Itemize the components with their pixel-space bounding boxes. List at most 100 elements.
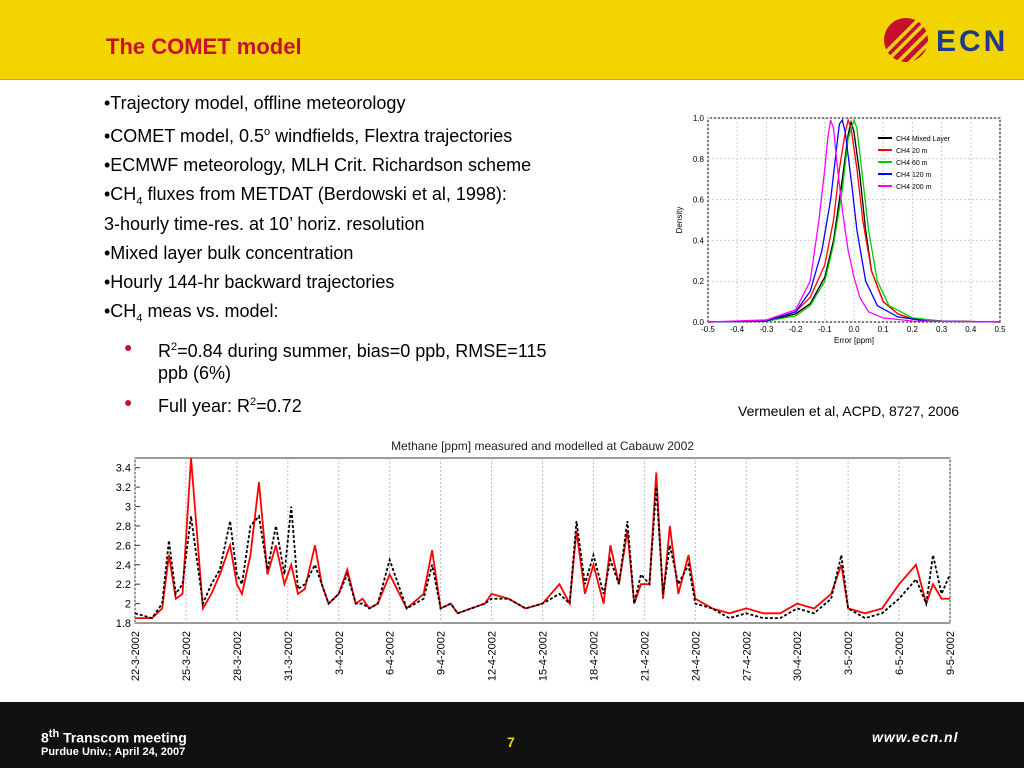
bullet-list: •Trajectory model, offline meteorology •… — [104, 92, 664, 424]
x-tick-label: 9-4-2002 — [436, 631, 448, 675]
x-tick-label: 0.0 — [848, 325, 860, 334]
y-tick-label: 0.0 — [693, 318, 705, 327]
footer-place-date: Purdue Univ.; April 24, 2007 — [41, 746, 186, 758]
density-series-line — [707, 118, 1001, 323]
slide-footer: 8th Transcom meeting Purdue Univ.; April… — [0, 702, 1024, 768]
footer-meeting-text: Transcom meeting — [59, 729, 187, 746]
x-tick-label: 21-4-2002 — [639, 631, 651, 681]
x-tick-label: 0.4 — [965, 325, 977, 334]
y-tick-label: 2 — [125, 599, 131, 611]
sub-bullet-item: ● Full year: R2=0.72 — [104, 391, 664, 417]
slide-title: The COMET model — [106, 34, 302, 59]
x-tick-label: -0.5 — [701, 325, 715, 334]
bullet-text: •Trajectory model, offline meteorology — [104, 93, 406, 113]
legend-label: CH4 20 m — [896, 148, 928, 155]
y-tick-label: 2.2 — [116, 579, 131, 591]
x-tick-label: 0.2 — [907, 325, 919, 334]
bullet-item: •CH4 fluxes from METDAT (Berdowski et al… — [104, 183, 664, 235]
bullet-text-line2: 3-hourly time-res. at 10’ horiz. resolut… — [104, 213, 425, 234]
bullet-text-cont: windfields, Flextra trajectories — [270, 126, 513, 146]
reference-citation: Vermeulen et al, ACPD, 8727, 2006 — [738, 403, 960, 419]
x-tick-label: 30-4-2002 — [792, 631, 804, 681]
y-tick-label: 2.4 — [116, 560, 131, 572]
y-tick-label: 3 — [125, 502, 131, 514]
density-series-line — [707, 119, 1001, 323]
x-tick-label: -0.3 — [760, 325, 774, 334]
y-axis-label: Density — [675, 207, 684, 234]
x-tick-label: 3-5-2002 — [843, 631, 855, 675]
x-tick-label: -0.1 — [818, 325, 832, 334]
footer-meeting: 8th Transcom meeting — [41, 728, 187, 746]
legend-label: CH4 120 m — [896, 172, 932, 179]
density-series-line — [707, 118, 1001, 323]
x-tick-label: 12-4-2002 — [487, 631, 499, 681]
chart-title: Methane [ppm] measured and modelled at C… — [391, 439, 694, 453]
legend-label: CH4 Mixed Layer — [896, 136, 951, 143]
legend-label: CH4 200 m — [896, 184, 932, 191]
bullet-text: •CH — [104, 300, 137, 321]
y-tick-label: 0.6 — [693, 196, 705, 205]
bullet-text-cont: fluxes from METDAT (Berdowski et al, 199… — [142, 184, 507, 204]
x-tick-label: 22-3-2002 — [130, 631, 142, 681]
x-tick-label: 28-3-2002 — [232, 631, 244, 681]
bullet-text-cont: meas vs. model: — [142, 300, 279, 321]
bullet-item: •COMET model, 0.5o windfields, Flextra t… — [104, 121, 664, 147]
x-tick-label: 24-4-2002 — [690, 631, 702, 681]
x-tick-label: 18-4-2002 — [588, 631, 600, 681]
x-tick-label: 6-5-2002 — [894, 631, 906, 675]
bullet-text: •CH — [104, 184, 137, 204]
logo-text: ECN — [936, 25, 1008, 58]
sub-bullet-text: Full year: R — [158, 396, 251, 417]
x-tick-label: 15-4-2002 — [538, 631, 550, 681]
y-tick-label: 3.4 — [116, 463, 131, 475]
y-tick-label: 1.0 — [693, 114, 705, 123]
ecn-logo: ECN — [884, 16, 1008, 66]
x-tick-label: 25-3-2002 — [181, 631, 193, 681]
y-tick-label: 0.8 — [693, 155, 705, 164]
y-tick-label: 1.8 — [116, 618, 131, 630]
measured-series-line — [135, 457, 950, 620]
bullet-text: •Mixed layer bulk concentration — [104, 242, 354, 263]
x-tick-label: 27-4-2002 — [741, 631, 753, 681]
sub-bullet-sup: 2 — [250, 396, 257, 409]
sub-bullet-text-cont: =0.72 — [256, 396, 302, 417]
bullet-item: •Trajectory model, offline meteorology — [104, 92, 664, 114]
bullet-sub: 4 — [136, 195, 143, 208]
x-tick-label: 0.5 — [994, 325, 1006, 334]
modelled-series-line — [134, 487, 951, 620]
slide-header: The COMET model ECN — [0, 0, 1024, 80]
bullet-sup: o — [264, 126, 271, 138]
sub-bullet-dot-icon: ● — [124, 339, 133, 356]
sub-bullet-text-line2: ppb (6%) — [158, 363, 232, 384]
y-tick-label: 2.8 — [116, 521, 131, 533]
bullet-text: •COMET model, 0.5 — [104, 126, 265, 146]
x-tick-label: 0.1 — [878, 325, 890, 334]
bullet-item: •Hourly 144-hr backward trajectories — [104, 271, 664, 293]
sub-bullet-text-cont: =0.84 during summer, bias=0 ppb, RMSE=11… — [177, 341, 547, 362]
sub-bullet-item: ● R2=0.84 during summer, bias=0 ppb, RMS… — [104, 336, 664, 384]
footer-meeting-num: 8 — [41, 729, 49, 746]
bullet-item: •Mixed layer bulk concentration — [104, 242, 664, 264]
bullet-text: •ECMWF meteorology, MLH Crit. Richardson… — [104, 155, 532, 175]
footer-meeting-sup: th — [48, 728, 60, 740]
sub-bullet-dot-icon: ● — [124, 394, 133, 411]
x-tick-label: -0.4 — [730, 325, 744, 334]
x-axis-label: Error [ppm] — [834, 336, 874, 345]
y-tick-label: 0.2 — [693, 277, 705, 286]
y-tick-label: 2.6 — [116, 540, 131, 552]
legend-label: CH4 60 m — [896, 160, 928, 167]
methane-timeseries-chart: Methane [ppm] measured and modelled at C… — [116, 439, 957, 681]
x-tick-label: 9-5-2002 — [945, 631, 957, 675]
x-tick-label: 0.3 — [936, 325, 948, 334]
x-tick-label: 31-3-2002 — [283, 631, 295, 681]
bullet-item: •CH4 meas vs. model: — [104, 300, 664, 330]
y-tick-label: 3.2 — [116, 482, 131, 494]
footer-url: www.ecn.nl — [872, 729, 959, 745]
sub-bullet-sup: 2 — [171, 341, 178, 354]
x-tick-label: 3-4-2002 — [334, 631, 346, 675]
bullet-item: •ECMWF meteorology, MLH Crit. Richardson… — [104, 154, 664, 176]
density-chart: -0.5 -0.4 -0.3 -0.2 -0.1 0.0 0.1 0.2 0.3 0.4 0.5 0.… — [675, 114, 1006, 345]
density-series-line — [707, 117, 1001, 323]
sub-bullet-text: R — [158, 341, 171, 362]
bullet-text: •Hourly 144-hr backward trajectories — [104, 271, 395, 292]
